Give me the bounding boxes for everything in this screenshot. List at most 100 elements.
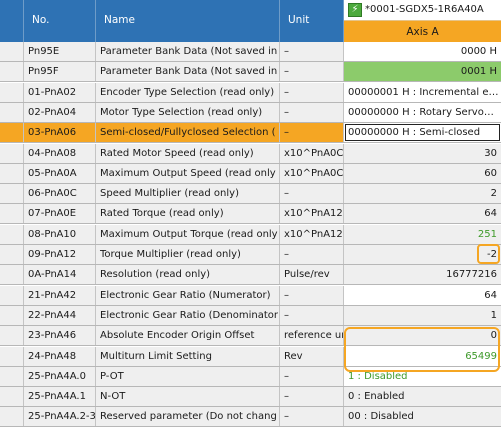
row-header[interactable] bbox=[0, 143, 24, 163]
table-row[interactable]: 25-PnA4A.2-3 Reserved parameter (Do not c… bbox=[0, 407, 501, 427]
parameter-number: 09-PnA12 bbox=[24, 245, 96, 264]
table-row[interactable]: Pn95E Parameter Bank Data (Not saved in –0… bbox=[0, 42, 501, 62]
parameter-name: Rated Motor Speed (read only) bbox=[96, 143, 280, 163]
parameter-unit: – bbox=[280, 123, 344, 143]
row-header[interactable] bbox=[0, 366, 24, 386]
parameter-unit: Pulse/rev bbox=[280, 265, 344, 285]
row-header[interactable] bbox=[0, 285, 24, 305]
parameter-value-cell[interactable]: 30 bbox=[344, 143, 501, 163]
parameter-unit: – bbox=[280, 184, 344, 204]
parameter-unit: – bbox=[280, 102, 344, 122]
row-header[interactable] bbox=[0, 407, 24, 427]
parameter-name: Torque Multiplier (read only) bbox=[96, 245, 280, 264]
table-row[interactable]: 25-PnA4A.1 N-OT –0 : Enabled bbox=[0, 387, 501, 408]
parameter-name: Parameter Bank Data (Not saved in bbox=[96, 62, 280, 82]
parameter-number: 25-PnA4A.2-3 bbox=[24, 407, 96, 427]
row-header[interactable] bbox=[0, 387, 24, 407]
parameter-unit: reference ur bbox=[280, 326, 344, 346]
parameter-value-cell[interactable]: 0000 H bbox=[344, 42, 501, 61]
highlight-box-max-torque bbox=[477, 244, 500, 264]
row-header[interactable] bbox=[0, 123, 24, 143]
parameter-value-cell[interactable]: 00000001 H : Incremental e… bbox=[344, 82, 501, 102]
parameter-value-cell[interactable]: 0 bbox=[344, 326, 501, 346]
parameter-value-cell[interactable]: 16777216 bbox=[344, 265, 501, 285]
row-header[interactable] bbox=[0, 62, 24, 82]
parameter-unit: – bbox=[280, 245, 344, 264]
row-header[interactable] bbox=[0, 184, 24, 204]
table-row[interactable]: Pn95F Parameter Bank Data (Not saved in –0… bbox=[0, 62, 501, 83]
parameter-value-cell[interactable]: 251 bbox=[344, 224, 501, 244]
row-header[interactable] bbox=[0, 163, 24, 183]
header-corner bbox=[0, 0, 24, 42]
parameter-value-cell[interactable]: 0001 H bbox=[344, 62, 501, 82]
table-row[interactable]: 22-PnA44 Electronic Gear Ratio (Denominat… bbox=[0, 305, 501, 326]
parameter-value-cell[interactable]: 64 bbox=[344, 204, 501, 224]
parameter-unit: – bbox=[280, 42, 344, 61]
parameter-unit: – bbox=[280, 82, 344, 102]
parameter-value-cell[interactable]: 2 bbox=[344, 184, 501, 204]
parameter-value-cell[interactable]: 0 : Enabled bbox=[344, 387, 501, 407]
parameter-number: 25-PnA4A.1 bbox=[24, 387, 96, 407]
parameter-value-cell[interactable]: 60 bbox=[344, 163, 501, 183]
parameter-number: 22-PnA44 bbox=[24, 305, 96, 325]
table-row[interactable]: 07-PnA0E Rated Torque (read only) x10^PnA1… bbox=[0, 204, 501, 225]
parameter-name: Maximum Output Torque (read only bbox=[96, 224, 280, 244]
parameter-name: Encoder Type Selection (read only) bbox=[96, 82, 280, 102]
row-header[interactable] bbox=[0, 346, 24, 366]
parameter-value-cell[interactable]: -2 bbox=[344, 245, 501, 264]
table-row[interactable]: 05-PnA0A Maximum Output Speed (read only x… bbox=[0, 163, 501, 184]
parameter-number: 08-PnA10 bbox=[24, 224, 96, 244]
parameter-value-cell[interactable]: 65499 bbox=[344, 346, 501, 366]
parameter-unit: – bbox=[280, 407, 344, 427]
row-header[interactable] bbox=[0, 102, 24, 122]
table-row[interactable]: 08-PnA10 Maximum Output Torque (read only… bbox=[0, 224, 501, 245]
column-header-axis-a[interactable]: ⚡ *0001-SGDX5-1R6A40A Axis A bbox=[344, 0, 501, 42]
parameter-unit: x10^PnA0C bbox=[280, 163, 344, 183]
parameter-value-cell[interactable]: 64 bbox=[344, 285, 501, 305]
row-header[interactable] bbox=[0, 224, 24, 244]
parameter-name: Speed Multiplier (read only) bbox=[96, 184, 280, 204]
table-row[interactable]: 0A-PnA14 Resolution (read only) Pulse/rev 1… bbox=[0, 265, 501, 286]
parameter-number: 24-PnA48 bbox=[24, 346, 96, 366]
parameter-unit: x10^PnA12 bbox=[280, 204, 344, 224]
parameter-number: 23-PnA46 bbox=[24, 326, 96, 346]
row-header[interactable] bbox=[0, 305, 24, 325]
row-header[interactable] bbox=[0, 265, 24, 285]
parameter-value-cell[interactable]: 00000000 H : Semi-closed bbox=[344, 123, 501, 143]
table-row[interactable]: 01-PnA02 Encoder Type Selection (read onl… bbox=[0, 82, 501, 103]
device-band: ⚡ *0001-SGDX5-1R6A40A bbox=[344, 0, 501, 21]
parameter-unit: Rev bbox=[280, 346, 344, 366]
parameter-number: 07-PnA0E bbox=[24, 204, 96, 224]
parameter-number: 05-PnA0A bbox=[24, 163, 96, 183]
table-row[interactable]: 21-PnA42 Electronic Gear Ratio (Numerator… bbox=[0, 285, 501, 306]
table-row[interactable]: 06-PnA0C Speed Multiplier (read only) –2 bbox=[0, 184, 501, 205]
table-row[interactable]: 24-PnA48 Multiturn Limit Setting Rev 65499 bbox=[0, 346, 501, 367]
row-header[interactable] bbox=[0, 204, 24, 224]
parameter-value-cell[interactable]: 00000000 H : Rotary Servo… bbox=[344, 102, 501, 122]
parameter-value-cell[interactable]: 00 : Disabled bbox=[344, 407, 501, 427]
parameter-number: 04-PnA08 bbox=[24, 143, 96, 163]
table-row[interactable]: 04-PnA08 Rated Motor Speed (read only) x10… bbox=[0, 143, 501, 164]
row-header[interactable] bbox=[0, 245, 24, 264]
parameter-unit: – bbox=[280, 285, 344, 305]
table-row[interactable]: 23-PnA46 Absolute Encoder Origin Offset re… bbox=[0, 326, 501, 347]
parameter-value-cell[interactable]: 1 bbox=[344, 305, 501, 325]
column-header-no[interactable]: No. bbox=[24, 0, 96, 42]
table-row[interactable]: 09-PnA12 Torque Multiplier (read only) – -2 bbox=[0, 245, 501, 265]
parameter-unit: x10^PnA0C bbox=[280, 143, 344, 163]
parameter-name: Multiturn Limit Setting bbox=[96, 346, 280, 366]
parameter-unit: – bbox=[280, 305, 344, 325]
parameter-unit: x10^PnA12 bbox=[280, 224, 344, 244]
parameter-number: Pn95E bbox=[24, 42, 96, 61]
parameter-name: Motor Type Selection (read only) bbox=[96, 102, 280, 122]
column-header-unit[interactable]: Unit bbox=[280, 0, 344, 42]
row-header[interactable] bbox=[0, 82, 24, 102]
table-row[interactable]: 03-PnA06 Semi-closed/Fullyclosed Selectio… bbox=[0, 123, 501, 144]
parameter-number: 25-PnA4A.0 bbox=[24, 366, 96, 386]
row-header[interactable] bbox=[0, 42, 24, 61]
column-header-name[interactable]: Name bbox=[96, 0, 280, 42]
table-row[interactable]: 02-PnA04 Motor Type Selection (read only)… bbox=[0, 102, 501, 123]
parameter-name: P-OT bbox=[96, 366, 280, 386]
parameter-name: Maximum Output Speed (read only bbox=[96, 163, 280, 183]
row-header[interactable] bbox=[0, 326, 24, 346]
